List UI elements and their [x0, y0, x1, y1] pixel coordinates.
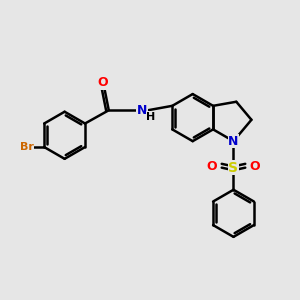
Text: S: S — [229, 161, 238, 175]
Text: H: H — [146, 112, 155, 122]
Text: Br: Br — [20, 142, 34, 152]
Text: O: O — [250, 160, 260, 173]
Text: N: N — [137, 104, 147, 117]
Text: O: O — [207, 160, 217, 173]
Text: N: N — [228, 135, 239, 148]
Text: O: O — [98, 76, 108, 89]
